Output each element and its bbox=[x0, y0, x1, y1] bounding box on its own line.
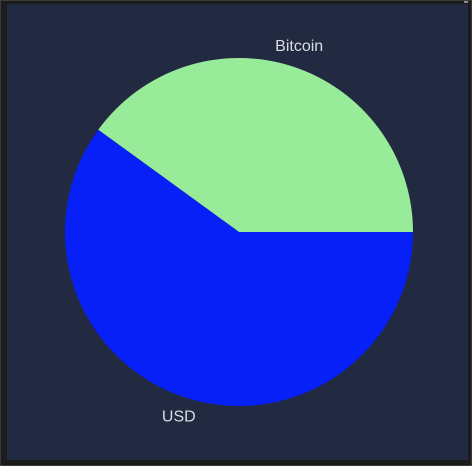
pie-label-usd: USD bbox=[162, 409, 196, 426]
corner-marker bbox=[464, 1, 468, 3]
pie-chart: Bitcoin USD bbox=[64, 38, 413, 426]
chart-panel: Bitcoin USD bbox=[7, 4, 468, 460]
pie-slices bbox=[64, 58, 413, 407]
pie-slice-usd bbox=[64, 129, 413, 407]
pie-label-bitcoin: Bitcoin bbox=[275, 38, 323, 55]
pie-slice-bitcoin bbox=[98, 58, 413, 233]
pie-labels: Bitcoin USD bbox=[162, 38, 323, 426]
